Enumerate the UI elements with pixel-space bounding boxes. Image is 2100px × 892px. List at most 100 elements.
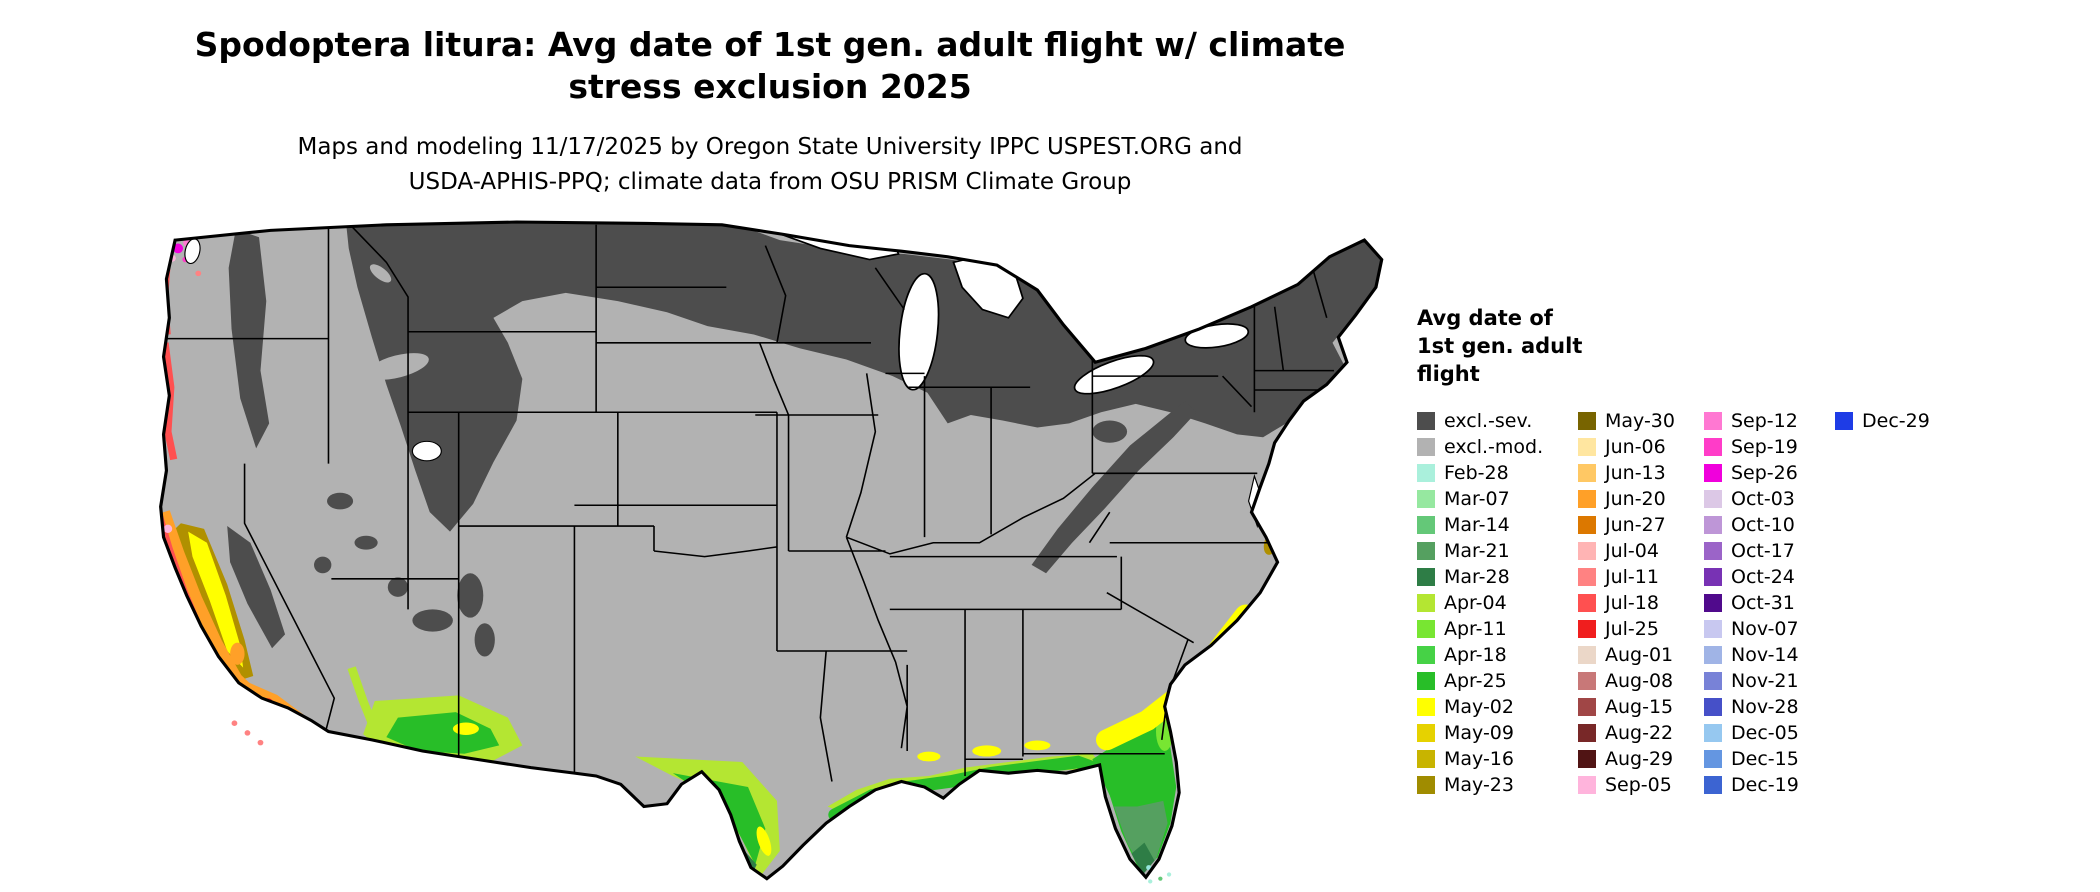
legend-label: Jun-13 (1605, 461, 1666, 484)
legend-label: May-23 (1444, 773, 1514, 796)
legend-entry: Sep-05 (1578, 772, 1704, 798)
map-title-line1: Spodoptera litura: Avg date of 1st gen. … (194, 25, 1346, 64)
legend-entry: Mar-21 (1417, 538, 1578, 564)
legend-label: Feb-28 (1444, 461, 1509, 484)
legend-label: Apr-25 (1444, 669, 1507, 692)
legend-title: Avg date of 1st gen. adult flight (1417, 305, 1961, 389)
legend-swatch (1704, 619, 1722, 638)
legend-label: Oct-03 (1731, 487, 1795, 510)
legend-swatch (1704, 463, 1722, 482)
legend-entry: Dec-29 (1835, 408, 1961, 434)
legend-entry: Jul-18 (1578, 590, 1704, 616)
legend-entry: Aug-29 (1578, 746, 1704, 772)
legend-entry: Apr-04 (1417, 590, 1578, 616)
legend-swatch (1704, 671, 1722, 690)
legend-swatch (1417, 541, 1435, 560)
legend-label: Nov-21 (1731, 669, 1799, 692)
legend-swatch (1578, 541, 1596, 560)
legend-entry: Dec-19 (1704, 772, 1835, 798)
legend-label: Jun-27 (1605, 513, 1666, 536)
state-borders (163, 224, 1334, 782)
legend-label: Jul-18 (1605, 591, 1659, 614)
legend-entry: Mar-28 (1417, 564, 1578, 590)
legend-entry: Jul-04 (1578, 538, 1704, 564)
us-map-svg (159, 220, 1384, 884)
legend-label: Jun-20 (1605, 487, 1666, 510)
legend-title-line3: flight (1417, 361, 1480, 386)
legend-title-line1: Avg date of (1417, 306, 1553, 330)
legend-swatch (1704, 645, 1722, 664)
legend-entry: Aug-01 (1578, 642, 1704, 668)
legend-label: Nov-28 (1731, 695, 1799, 718)
legend-entry: Oct-10 (1704, 512, 1835, 538)
legend-entry: Dec-15 (1704, 746, 1835, 772)
legend-swatch (1417, 645, 1435, 664)
legend-label: Dec-15 (1731, 747, 1799, 770)
legend-label: Jul-25 (1605, 617, 1659, 640)
legend-entry: Aug-22 (1578, 720, 1704, 746)
legend-entry: Nov-21 (1704, 668, 1835, 694)
legend-entry: Mar-14 (1417, 512, 1578, 538)
legend-label: Oct-10 (1731, 513, 1795, 536)
legend-entry: Jun-06 (1578, 434, 1704, 460)
legend-entry: May-16 (1417, 746, 1578, 772)
legend-label: May-09 (1444, 721, 1514, 744)
great-salt-lake (411, 440, 442, 462)
legend-swatch (1417, 775, 1435, 794)
legend-swatch (1704, 515, 1722, 534)
legend-swatch (1578, 619, 1596, 638)
legend-label: excl.-mod. (1444, 435, 1544, 458)
legend-label: Apr-04 (1444, 591, 1507, 614)
legend-label: Aug-15 (1605, 695, 1674, 718)
legend-swatch (1417, 619, 1435, 638)
legend-swatch (1417, 437, 1435, 456)
legend-swatch (1417, 567, 1435, 586)
legend-label: Nov-14 (1731, 643, 1799, 666)
legend-swatch (1578, 567, 1596, 586)
legend-entry: Jul-25 (1578, 616, 1704, 642)
legend-entry: Aug-08 (1578, 668, 1704, 694)
legend-label: Jun-06 (1605, 435, 1666, 458)
lake-michigan (898, 272, 940, 391)
legend-swatch (1578, 697, 1596, 716)
offshore-islands (231, 720, 1172, 884)
map-title: Spodoptera litura: Avg date of 1st gen. … (0, 24, 1540, 108)
legend-column: May-30 Jun-06 Jun-13 Jun-20 Jun-27 Jul-04 Jul-… (1578, 408, 1704, 798)
legend-label: excl.-sev. (1444, 409, 1533, 432)
legend-swatch (1578, 723, 1596, 742)
legend-label: Aug-22 (1605, 721, 1674, 744)
legend-label: May-02 (1444, 695, 1514, 718)
legend-label: May-30 (1605, 409, 1675, 432)
legend-entry: Nov-14 (1704, 642, 1835, 668)
legend-entry: Sep-19 (1704, 434, 1835, 460)
legend-entry: Sep-12 (1704, 408, 1835, 434)
legend-label: Nov-07 (1731, 617, 1799, 640)
lake-erie (1073, 354, 1155, 395)
legend-swatch (1704, 489, 1722, 508)
excluded-severe-regions (227, 222, 1382, 657)
legend-entry: Sep-26 (1704, 460, 1835, 486)
legend-label: Dec-05 (1731, 721, 1799, 744)
legend-label: Oct-24 (1731, 565, 1795, 588)
legend-label: Mar-28 (1444, 565, 1510, 588)
legend-label: Oct-31 (1731, 591, 1795, 614)
legend-swatch (1704, 723, 1722, 742)
legend-label: Jul-11 (1605, 565, 1659, 588)
legend-swatch (1578, 593, 1596, 612)
legend-swatch (1417, 515, 1435, 534)
legend-entry: Oct-03 (1704, 486, 1835, 512)
legend-label: Mar-21 (1444, 539, 1510, 562)
map-subtitle-line2: USDA-APHIS-PPQ; climate data from OSU PR… (408, 168, 1132, 195)
legend-entry: Jun-13 (1578, 460, 1704, 486)
legend-entry: Apr-18 (1417, 642, 1578, 668)
legend-swatch (1704, 749, 1722, 768)
legend-label: Dec-29 (1862, 409, 1930, 432)
legend-label: Mar-14 (1444, 513, 1510, 536)
legend-label: Aug-29 (1605, 747, 1674, 770)
legend-label: Aug-01 (1605, 643, 1674, 666)
light-basin-patches (367, 264, 429, 380)
legend-label: Apr-18 (1444, 643, 1507, 666)
legend-label: Apr-11 (1444, 617, 1507, 640)
header: Spodoptera litura: Avg date of 1st gen. … (0, 24, 1540, 199)
